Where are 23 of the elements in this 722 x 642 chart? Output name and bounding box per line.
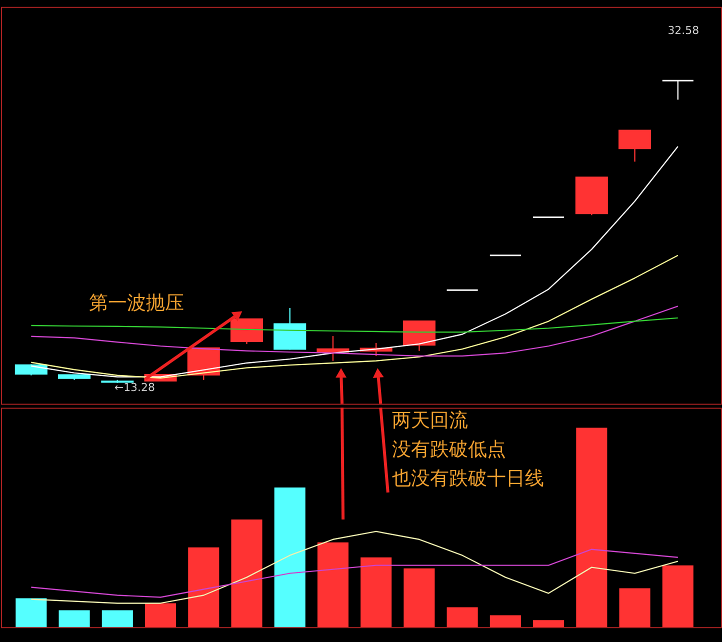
bar bbox=[145, 603, 176, 628]
bar bbox=[576, 428, 608, 628]
bar bbox=[58, 610, 90, 628]
bar bbox=[274, 488, 306, 628]
bar bbox=[317, 542, 348, 628]
annotation: 没有跌破低点 bbox=[392, 438, 506, 461]
bar bbox=[662, 565, 694, 628]
annotation: 第一波抛压 bbox=[88, 292, 184, 314]
bar bbox=[446, 607, 478, 628]
bar bbox=[490, 615, 521, 628]
annotation: ←13.28 bbox=[114, 380, 155, 394]
bar bbox=[188, 547, 220, 628]
bar bbox=[533, 620, 564, 628]
bar bbox=[619, 588, 650, 628]
annotation: 也没有跌破十日线 bbox=[392, 468, 544, 490]
candlestick bbox=[662, 80, 694, 100]
annotation: 两天回流 bbox=[392, 410, 468, 432]
bar bbox=[404, 568, 435, 628]
text: 32.58 bbox=[668, 24, 700, 37]
bar bbox=[16, 598, 47, 628]
bar bbox=[102, 610, 133, 628]
bar bbox=[231, 519, 262, 628]
bar bbox=[360, 557, 392, 628]
